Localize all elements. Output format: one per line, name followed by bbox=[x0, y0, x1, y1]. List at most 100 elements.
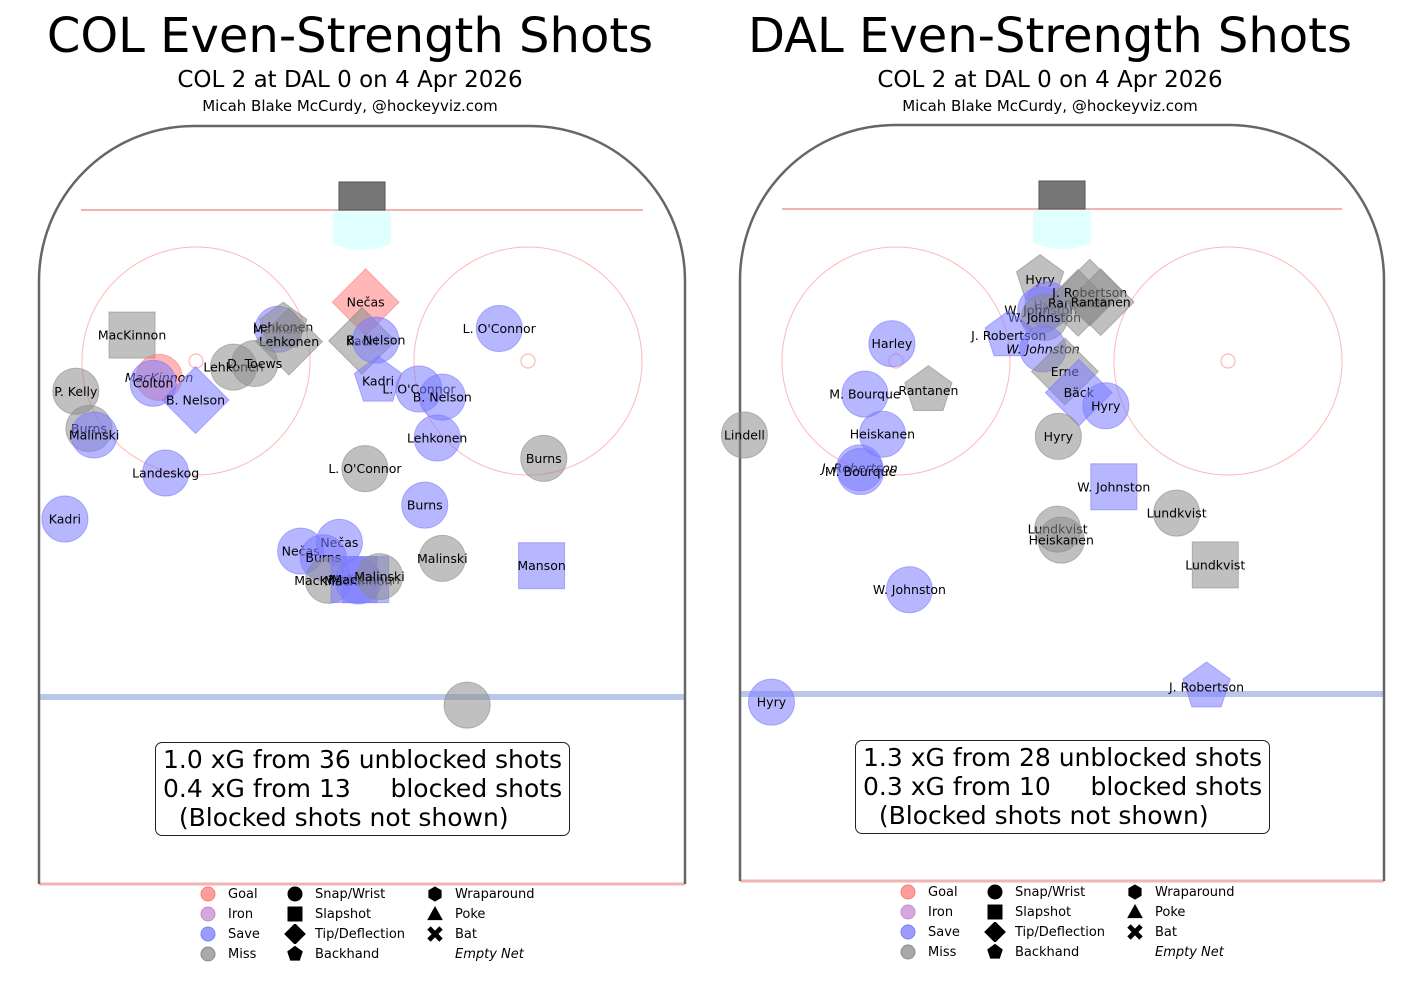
shot-point: Rantanen bbox=[1066, 268, 1135, 337]
chart-title: COL Even-Strength Shots bbox=[46, 8, 654, 64]
shot-point: Manson bbox=[517, 542, 566, 590]
legend-marker-icon bbox=[984, 902, 1006, 922]
shot-point: Colton bbox=[129, 359, 177, 407]
legend-marker-icon bbox=[424, 904, 446, 924]
legend-item-tip: Tip/Deflection bbox=[984, 922, 1105, 942]
shot-point: Malinski bbox=[354, 553, 405, 601]
legend-marker-icon bbox=[284, 884, 306, 904]
legend-marker-icon bbox=[1124, 902, 1146, 922]
shot-label: B. Nelson bbox=[346, 333, 405, 348]
legend-marker-icon bbox=[897, 942, 919, 962]
legend-item-goal: Goal bbox=[897, 882, 958, 902]
legend-marker-icon bbox=[284, 904, 306, 924]
legend-marker-icon bbox=[1124, 942, 1146, 962]
shot-label: Rantanen bbox=[898, 383, 958, 398]
legend-marker-icon bbox=[424, 924, 446, 944]
shot-point: M. Bourque bbox=[825, 447, 897, 495]
legend-item-poke: Poke bbox=[424, 904, 485, 924]
legend-item-miss: Miss bbox=[897, 942, 956, 962]
shot-point: Hyry bbox=[1034, 412, 1082, 460]
rink-outline bbox=[738, 123, 1386, 883]
shot-label: L. O'Connor bbox=[463, 321, 537, 336]
chart-subtitle: COL 2 at DAL 0 on 4 Apr 2026 bbox=[877, 67, 1223, 93]
shot-label: Malinski bbox=[69, 428, 120, 443]
legend-item-save: Save bbox=[897, 922, 960, 942]
shot-label: Heiskanen bbox=[1029, 533, 1094, 548]
shot-point: Rantanen bbox=[898, 364, 958, 411]
legend-label: Slapshot bbox=[315, 906, 372, 922]
shot-label: Burns bbox=[526, 451, 562, 466]
faceoff-dot bbox=[188, 353, 204, 369]
shot-point: B. Nelson bbox=[161, 365, 230, 435]
rink-plot: MacKinnonMacKinnonColtonMalinskiLehkonen… bbox=[37, 124, 687, 886]
legend-label: Wraparound bbox=[455, 886, 535, 902]
boards bbox=[738, 123, 1386, 881]
shot-label: L. O'Connor bbox=[328, 461, 402, 476]
legend-label: Empty Net bbox=[1155, 944, 1224, 960]
shot-label: Kadri bbox=[362, 374, 394, 389]
shot-point: B. Nelson bbox=[413, 373, 472, 421]
legend-label: Miss bbox=[228, 946, 257, 962]
chart-panel-dal: DAL Even-Strength Shots COL 2 at DAL 0 o… bbox=[700, 0, 1400, 986]
shot-point: Lundkvist bbox=[1185, 541, 1245, 589]
legend-item-bat: Bat bbox=[1124, 922, 1177, 942]
shot-label: Landeskog bbox=[132, 466, 199, 481]
shot-point: Heiskanen bbox=[850, 410, 915, 458]
shot-label: Rantanen bbox=[1071, 295, 1131, 310]
chart-subtitle: COL 2 at DAL 0 on 4 Apr 2026 bbox=[177, 67, 523, 93]
shot-point: W. Johnston bbox=[1077, 463, 1150, 511]
legend-item-goal: Goal bbox=[197, 884, 258, 904]
legend-item-bat: Bat bbox=[424, 924, 477, 944]
shot-label: Heiskanen bbox=[850, 427, 915, 442]
shot-label: Hyry bbox=[1091, 398, 1121, 413]
shot-label: Lundkvist bbox=[1147, 506, 1207, 521]
legend-marker-icon bbox=[197, 944, 219, 964]
legend-item-wrist: Snap/Wrist bbox=[984, 882, 1085, 902]
legend-label: Wraparound bbox=[1155, 884, 1235, 900]
blue-line bbox=[39, 694, 685, 700]
shot-point: Lindell bbox=[720, 411, 768, 459]
shot-point: Heiskanen bbox=[1029, 516, 1094, 564]
faceoff-circle bbox=[81, 246, 311, 476]
shot-point bbox=[443, 681, 491, 729]
legend-label: Goal bbox=[928, 884, 958, 900]
boards bbox=[37, 124, 687, 884]
shot-point: D. Toews bbox=[227, 340, 282, 388]
shot-point: Hyry bbox=[747, 678, 795, 726]
shot-label: Hyry bbox=[757, 695, 787, 710]
shot-label: MacKinnon bbox=[98, 328, 166, 343]
legend-marker-icon bbox=[984, 922, 1006, 942]
faceoff-dot bbox=[520, 353, 536, 369]
shot-label: Nečas bbox=[347, 295, 385, 310]
shot-label: W. Johnston bbox=[873, 582, 946, 597]
chart-panel-col: COL Even-Strength Shots COL 2 at DAL 0 o… bbox=[0, 0, 700, 986]
shot-label: D. Toews bbox=[227, 356, 282, 371]
chart-title: DAL Even-Strength Shots bbox=[748, 8, 1352, 64]
shot-label: B. Nelson bbox=[166, 393, 225, 408]
legend-item-tip: Tip/Deflection bbox=[284, 924, 405, 944]
blue-line bbox=[740, 691, 1384, 697]
shot-label: J. Robertson bbox=[1168, 679, 1244, 694]
shot-label: Hyry bbox=[1044, 429, 1074, 444]
shot-point: Burns bbox=[401, 481, 449, 529]
legend-label: Bat bbox=[455, 926, 477, 942]
legend-label: Tip/Deflection bbox=[1015, 924, 1106, 940]
net bbox=[338, 181, 386, 211]
legend-marker-icon bbox=[897, 882, 919, 902]
rink-plot: Hyry Hyry W. Johnston W. Johnston Rantanen J.… bbox=[720, 123, 1386, 883]
legend-label: Iron bbox=[228, 906, 254, 922]
legend-item-poke: Poke bbox=[1124, 902, 1185, 922]
shot-point: Lundkvist bbox=[1147, 489, 1207, 537]
shot-label: Lehkonen bbox=[259, 334, 319, 349]
shot-label: M. Bourque bbox=[825, 464, 897, 479]
chart-credit: Micah Blake McCurdy, @hockeyviz.com bbox=[202, 97, 498, 115]
legend-marker-icon bbox=[984, 942, 1006, 962]
legend-marker-icon bbox=[1124, 882, 1146, 902]
legend-label: Goal bbox=[228, 886, 258, 902]
legend-label: Slapshot bbox=[1015, 904, 1072, 920]
legend-item-wrap: Wraparound bbox=[424, 884, 535, 904]
shot-point: Malinski bbox=[69, 411, 120, 459]
shot-point: M. Bourque bbox=[829, 370, 901, 418]
legend-item-miss: Miss bbox=[197, 944, 256, 964]
shot-point: Landeskog bbox=[132, 449, 199, 497]
